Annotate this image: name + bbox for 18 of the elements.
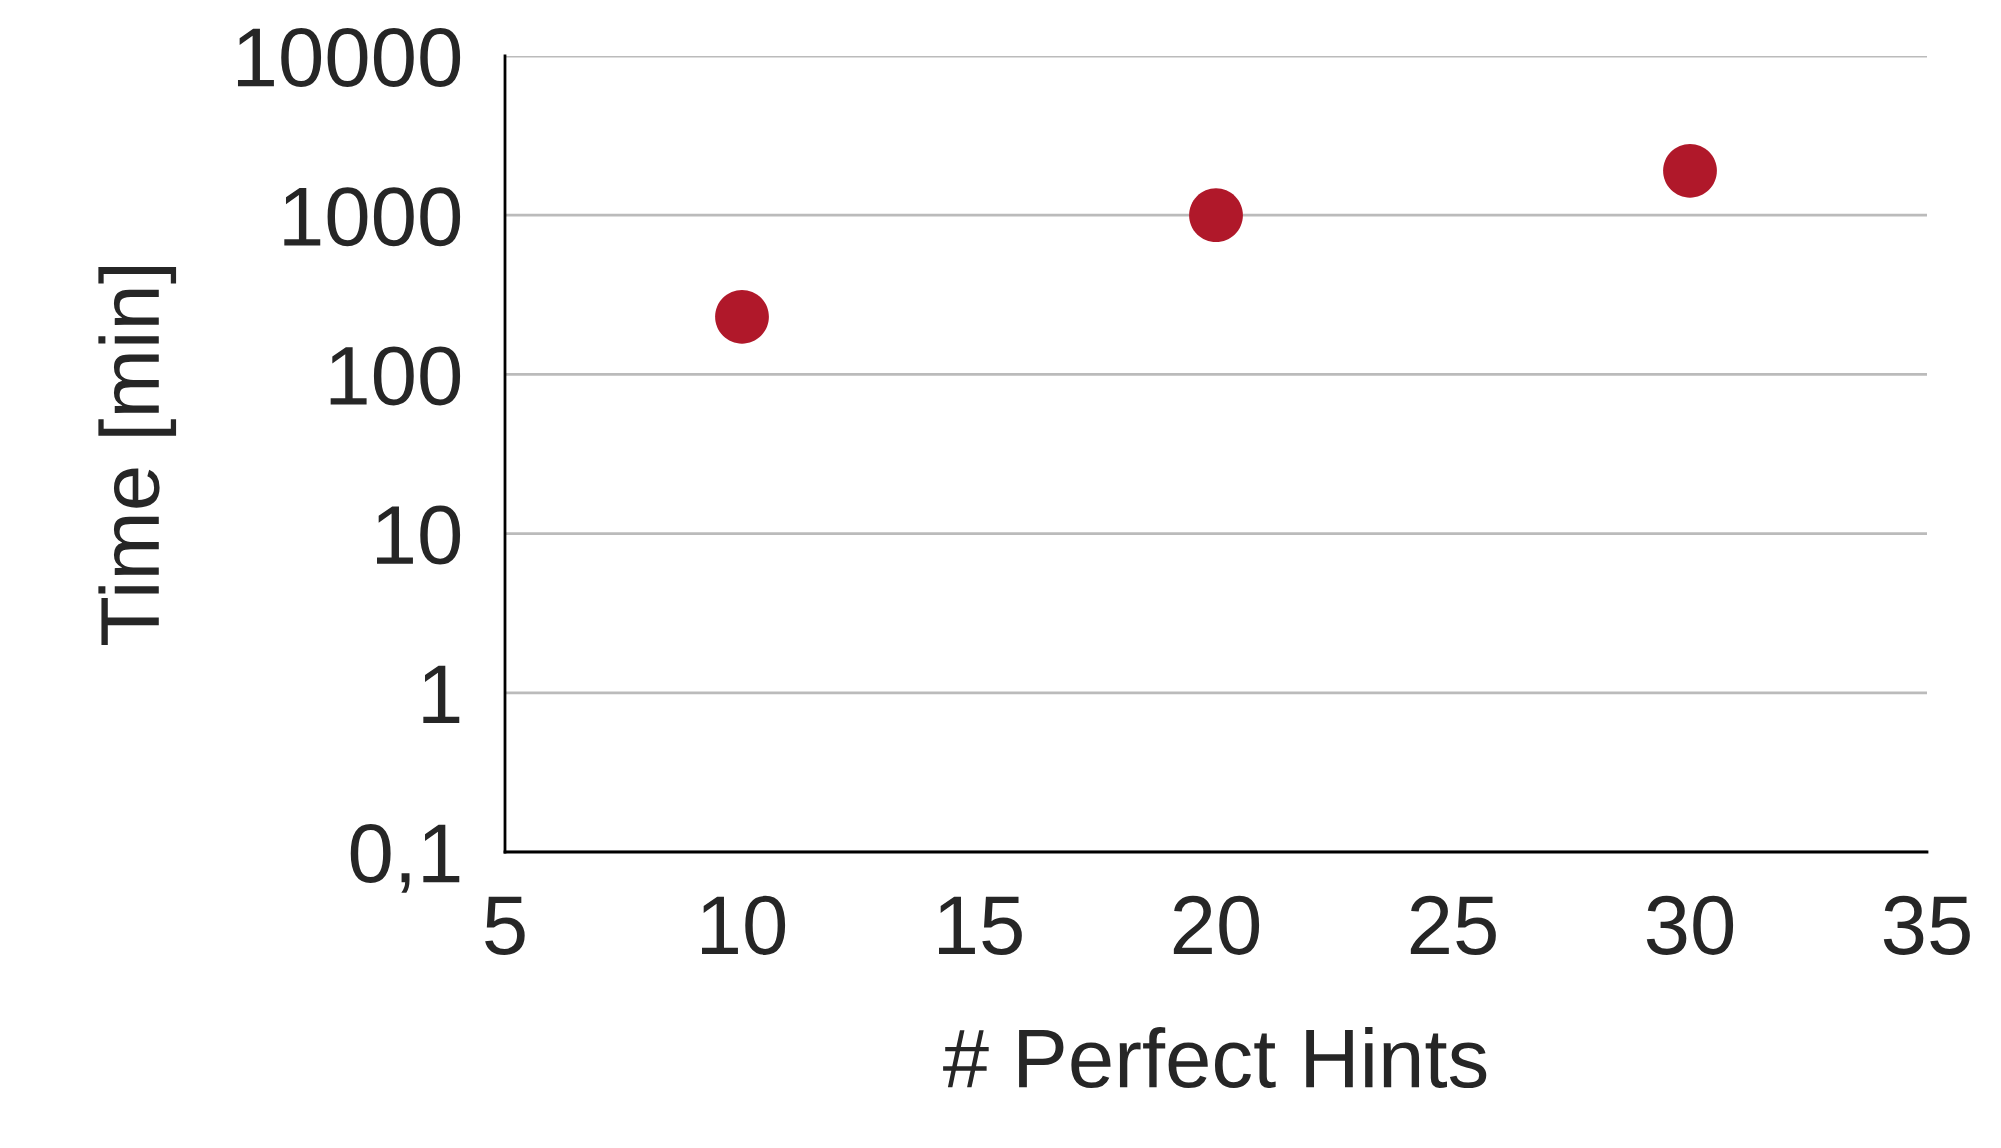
- point: [1189, 188, 1243, 243]
- y-tick-label: 100: [330, 346, 461, 406]
- y-tick-label: 1: [423, 665, 460, 723]
- x-tick-label: 30: [1646, 895, 1734, 955]
- y-tick-label: 10: [377, 505, 461, 565]
- y-tick-label: 10000: [237, 28, 461, 88]
- y-axis-title: Time [min]: [98, 267, 177, 646]
- y-tick-label: 1000: [284, 187, 461, 247]
- x-tick-label: 25: [1410, 895, 1496, 955]
- x-tick-label: 15: [939, 896, 1022, 955]
- x-tick-label: 20: [1173, 895, 1260, 955]
- x-tick-label: 35: [1883, 895, 1970, 955]
- point: [715, 289, 769, 344]
- x-axis-title: # Perfect Hints: [943, 1026, 1487, 1089]
- point: [1663, 143, 1717, 198]
- y-tick-label: 0,1: [350, 824, 460, 893]
- x-tick-label: 5: [485, 896, 525, 955]
- x-tick-label: 10: [702, 895, 786, 955]
